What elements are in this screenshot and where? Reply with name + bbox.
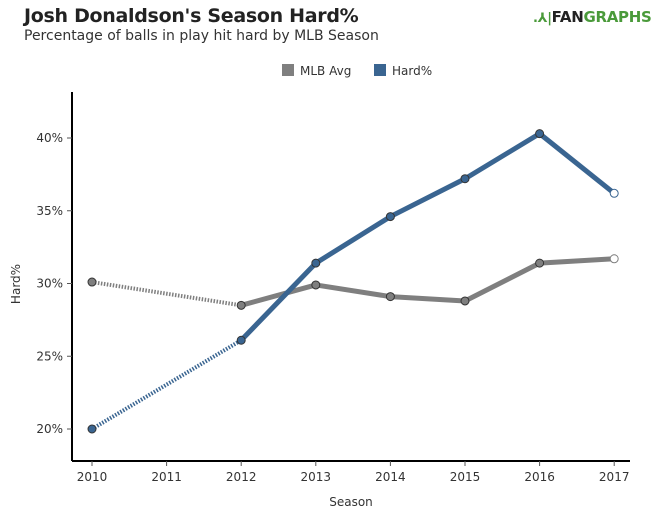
mlb-avg-line-segment (462, 260, 543, 304)
mlb-avg-point (385, 292, 395, 302)
hard-line-segment (90, 338, 243, 431)
x-tick-label: 2015 (450, 470, 481, 484)
legend-swatch-mlb-avg (282, 64, 294, 76)
mlb-avg-point (87, 277, 97, 287)
mlb-avg-line-segment (313, 282, 393, 300)
x-tick-label: 2011 (151, 470, 182, 484)
x-tick-label: 2014 (375, 470, 406, 484)
hard-point (535, 129, 545, 139)
hard-line-segment (462, 131, 543, 182)
legend-label: Hard% (392, 64, 432, 78)
mlb-avg-line-segment (387, 294, 468, 304)
hard-point (609, 188, 619, 198)
y-tick-label: 30% (36, 277, 63, 291)
mlb-avg-line-segment (238, 282, 319, 308)
x-tick-label: 2017 (599, 470, 630, 484)
hard-line-segment (537, 131, 617, 196)
y-tick-label: 35% (36, 204, 63, 218)
mlb-avg-point (311, 280, 321, 290)
hard-point (311, 258, 321, 268)
hard-line-segment (313, 214, 393, 266)
hard-point (236, 335, 246, 345)
fangraphs-logo: .⅄|FANGRAPHS (533, 8, 652, 26)
mlb-avg-line-segment (91, 280, 242, 308)
x-tick-label: 2013 (301, 470, 332, 484)
mlb-avg-point (236, 300, 246, 310)
x-tick-label: 2010 (77, 470, 108, 484)
legend-swatch-hard- (374, 64, 386, 76)
mlb-avg-point (609, 254, 619, 264)
hard-point (385, 212, 395, 222)
y-tick-label: 40% (36, 131, 63, 145)
chart-subtitle: Percentage of balls in play hit hard by … (24, 28, 379, 44)
mlb-avg-point (535, 258, 545, 268)
x-axis-label: Season (329, 495, 373, 509)
hard-line-segment (238, 260, 319, 343)
mlb-avg-point (460, 296, 470, 306)
y-tick-label: 20% (36, 422, 63, 436)
y-tick-label: 25% (36, 349, 63, 363)
chart-title: Josh Donaldson's Season Hard% (24, 5, 359, 27)
x-tick-label: 2016 (524, 470, 555, 484)
hard-point (87, 424, 97, 434)
legend-label: MLB Avg (300, 64, 351, 78)
hard-line-segment (387, 176, 468, 220)
y-axis-label: Hard% (9, 264, 23, 304)
hard-point (460, 174, 470, 184)
x-tick-label: 2012 (226, 470, 257, 484)
mlb-avg-line-segment (537, 256, 617, 266)
logo-mark-icon: .⅄| (533, 11, 552, 26)
